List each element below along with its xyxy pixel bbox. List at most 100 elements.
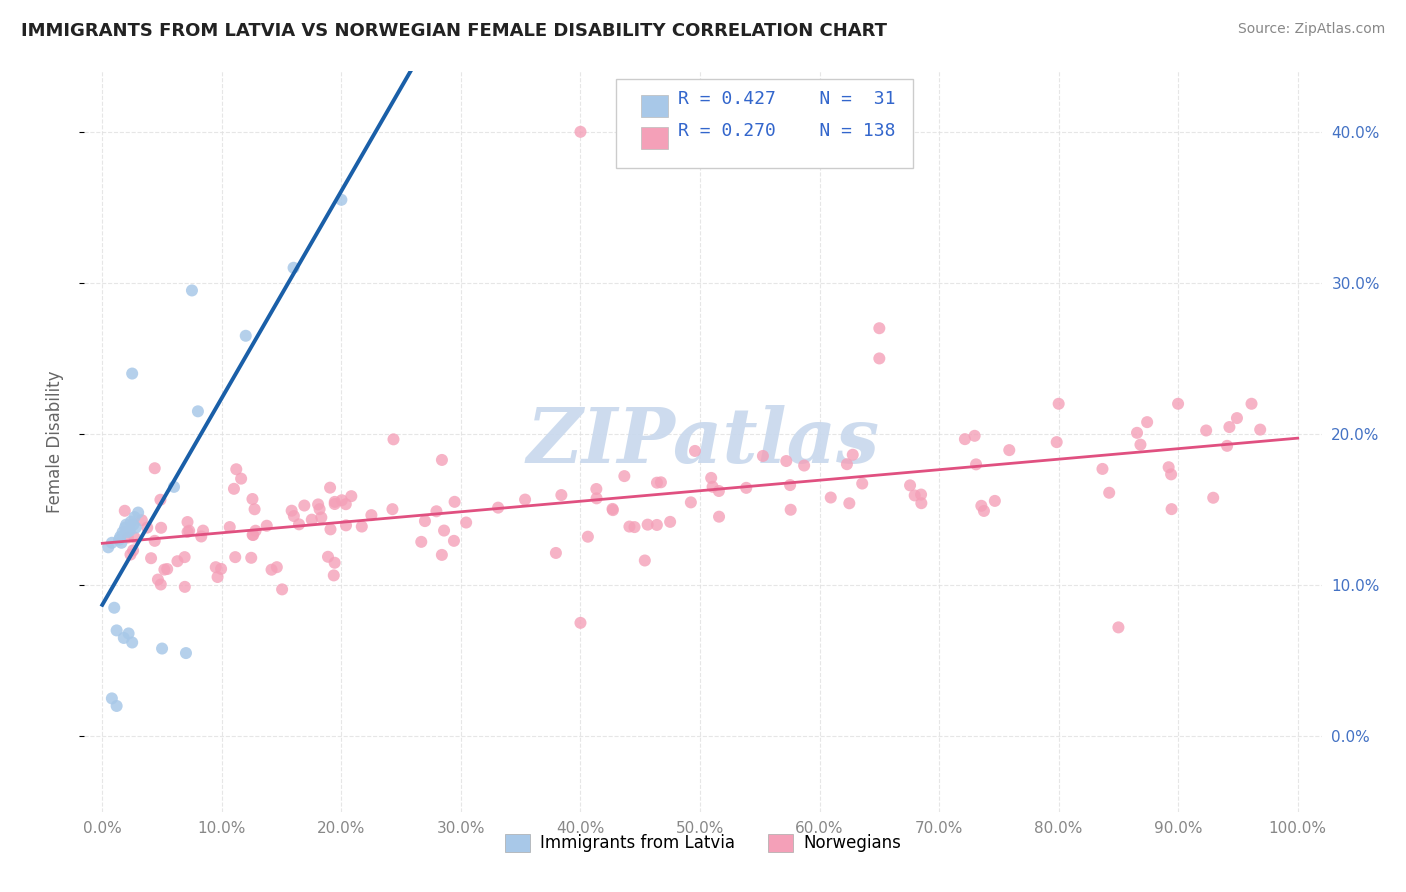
Point	[430, 548, 453, 562]
Point	[683, 444, 706, 458]
Point	[645, 518, 668, 533]
Point	[187, 404, 209, 418]
Point	[150, 521, 173, 535]
Point	[117, 626, 139, 640]
Point	[752, 449, 775, 463]
Point	[350, 519, 373, 533]
Point	[544, 546, 567, 560]
Point	[613, 469, 636, 483]
Point	[103, 600, 125, 615]
Point	[111, 525, 134, 540]
Point	[735, 481, 758, 495]
Point	[292, 499, 315, 513]
Point	[242, 528, 264, 542]
Text: R = 0.427    N =  31: R = 0.427 N = 31	[678, 90, 896, 108]
Point	[235, 328, 257, 343]
Point	[1107, 620, 1129, 634]
Point	[242, 528, 264, 542]
Point	[122, 543, 145, 558]
Point	[443, 495, 465, 509]
Point	[513, 492, 536, 507]
Point	[851, 476, 873, 491]
Point	[1216, 439, 1239, 453]
Y-axis label: Female Disability: Female Disability	[45, 370, 63, 513]
Point	[898, 478, 921, 492]
Point	[1195, 424, 1218, 438]
Point	[124, 510, 146, 524]
Point	[707, 509, 730, 524]
Point	[308, 502, 330, 516]
Point	[307, 497, 329, 511]
Point	[108, 533, 131, 547]
Point	[323, 497, 346, 511]
Point	[970, 499, 993, 513]
Point	[965, 458, 987, 472]
Point	[381, 502, 404, 516]
Point	[139, 551, 162, 566]
Point	[242, 491, 264, 506]
Text: ZIPatlas: ZIPatlas	[526, 405, 880, 478]
Point	[1249, 423, 1271, 437]
FancyBboxPatch shape	[641, 127, 668, 149]
Point	[433, 524, 456, 538]
Point	[97, 541, 120, 555]
Point	[779, 478, 801, 492]
Point	[1157, 460, 1180, 475]
Point	[311, 510, 333, 524]
Point	[585, 482, 607, 496]
Point	[245, 524, 267, 538]
Point	[569, 615, 592, 630]
Point	[1129, 437, 1152, 451]
Point	[623, 520, 645, 534]
Point	[700, 471, 723, 485]
Point	[602, 502, 624, 516]
Point	[240, 550, 263, 565]
Point	[1098, 485, 1121, 500]
Point	[659, 515, 682, 529]
Point	[176, 515, 198, 529]
Point	[173, 580, 195, 594]
Point	[149, 577, 172, 591]
Point	[231, 472, 253, 486]
Text: IMMIGRANTS FROM LATVIA VS NORWEGIAN FEMALE DISABILITY CORRELATION CHART: IMMIGRANTS FROM LATVIA VS NORWEGIAN FEMA…	[21, 22, 887, 40]
Point	[335, 497, 357, 511]
Point	[120, 515, 142, 529]
Point	[904, 488, 927, 502]
Point	[283, 260, 305, 275]
Point	[1047, 397, 1070, 411]
Point	[117, 525, 139, 540]
Point	[953, 432, 976, 446]
FancyBboxPatch shape	[616, 78, 914, 168]
Point	[260, 563, 283, 577]
Point	[179, 524, 201, 538]
Point	[110, 535, 132, 549]
Point	[131, 513, 153, 527]
FancyBboxPatch shape	[641, 95, 668, 117]
Point	[117, 531, 139, 545]
Point	[360, 508, 382, 523]
Point	[121, 367, 143, 381]
Point	[224, 550, 246, 565]
Point	[411, 534, 433, 549]
Point	[456, 516, 478, 530]
Point	[143, 461, 166, 475]
Point	[136, 520, 159, 534]
Point	[204, 560, 226, 574]
Point	[207, 570, 229, 584]
Point	[645, 475, 668, 490]
Point	[115, 517, 138, 532]
Point	[114, 521, 136, 535]
Legend: Immigrants from Latvia, Norwegians: Immigrants from Latvia, Norwegians	[498, 827, 908, 859]
Point	[120, 548, 142, 562]
Point	[910, 487, 932, 501]
Point	[637, 517, 659, 532]
Point	[191, 524, 214, 538]
Point	[176, 524, 198, 539]
Point	[1126, 425, 1149, 440]
Point	[319, 522, 342, 536]
Point	[124, 531, 146, 545]
Point	[319, 481, 342, 495]
Point	[316, 549, 339, 564]
Point	[222, 482, 245, 496]
Point	[166, 554, 188, 568]
